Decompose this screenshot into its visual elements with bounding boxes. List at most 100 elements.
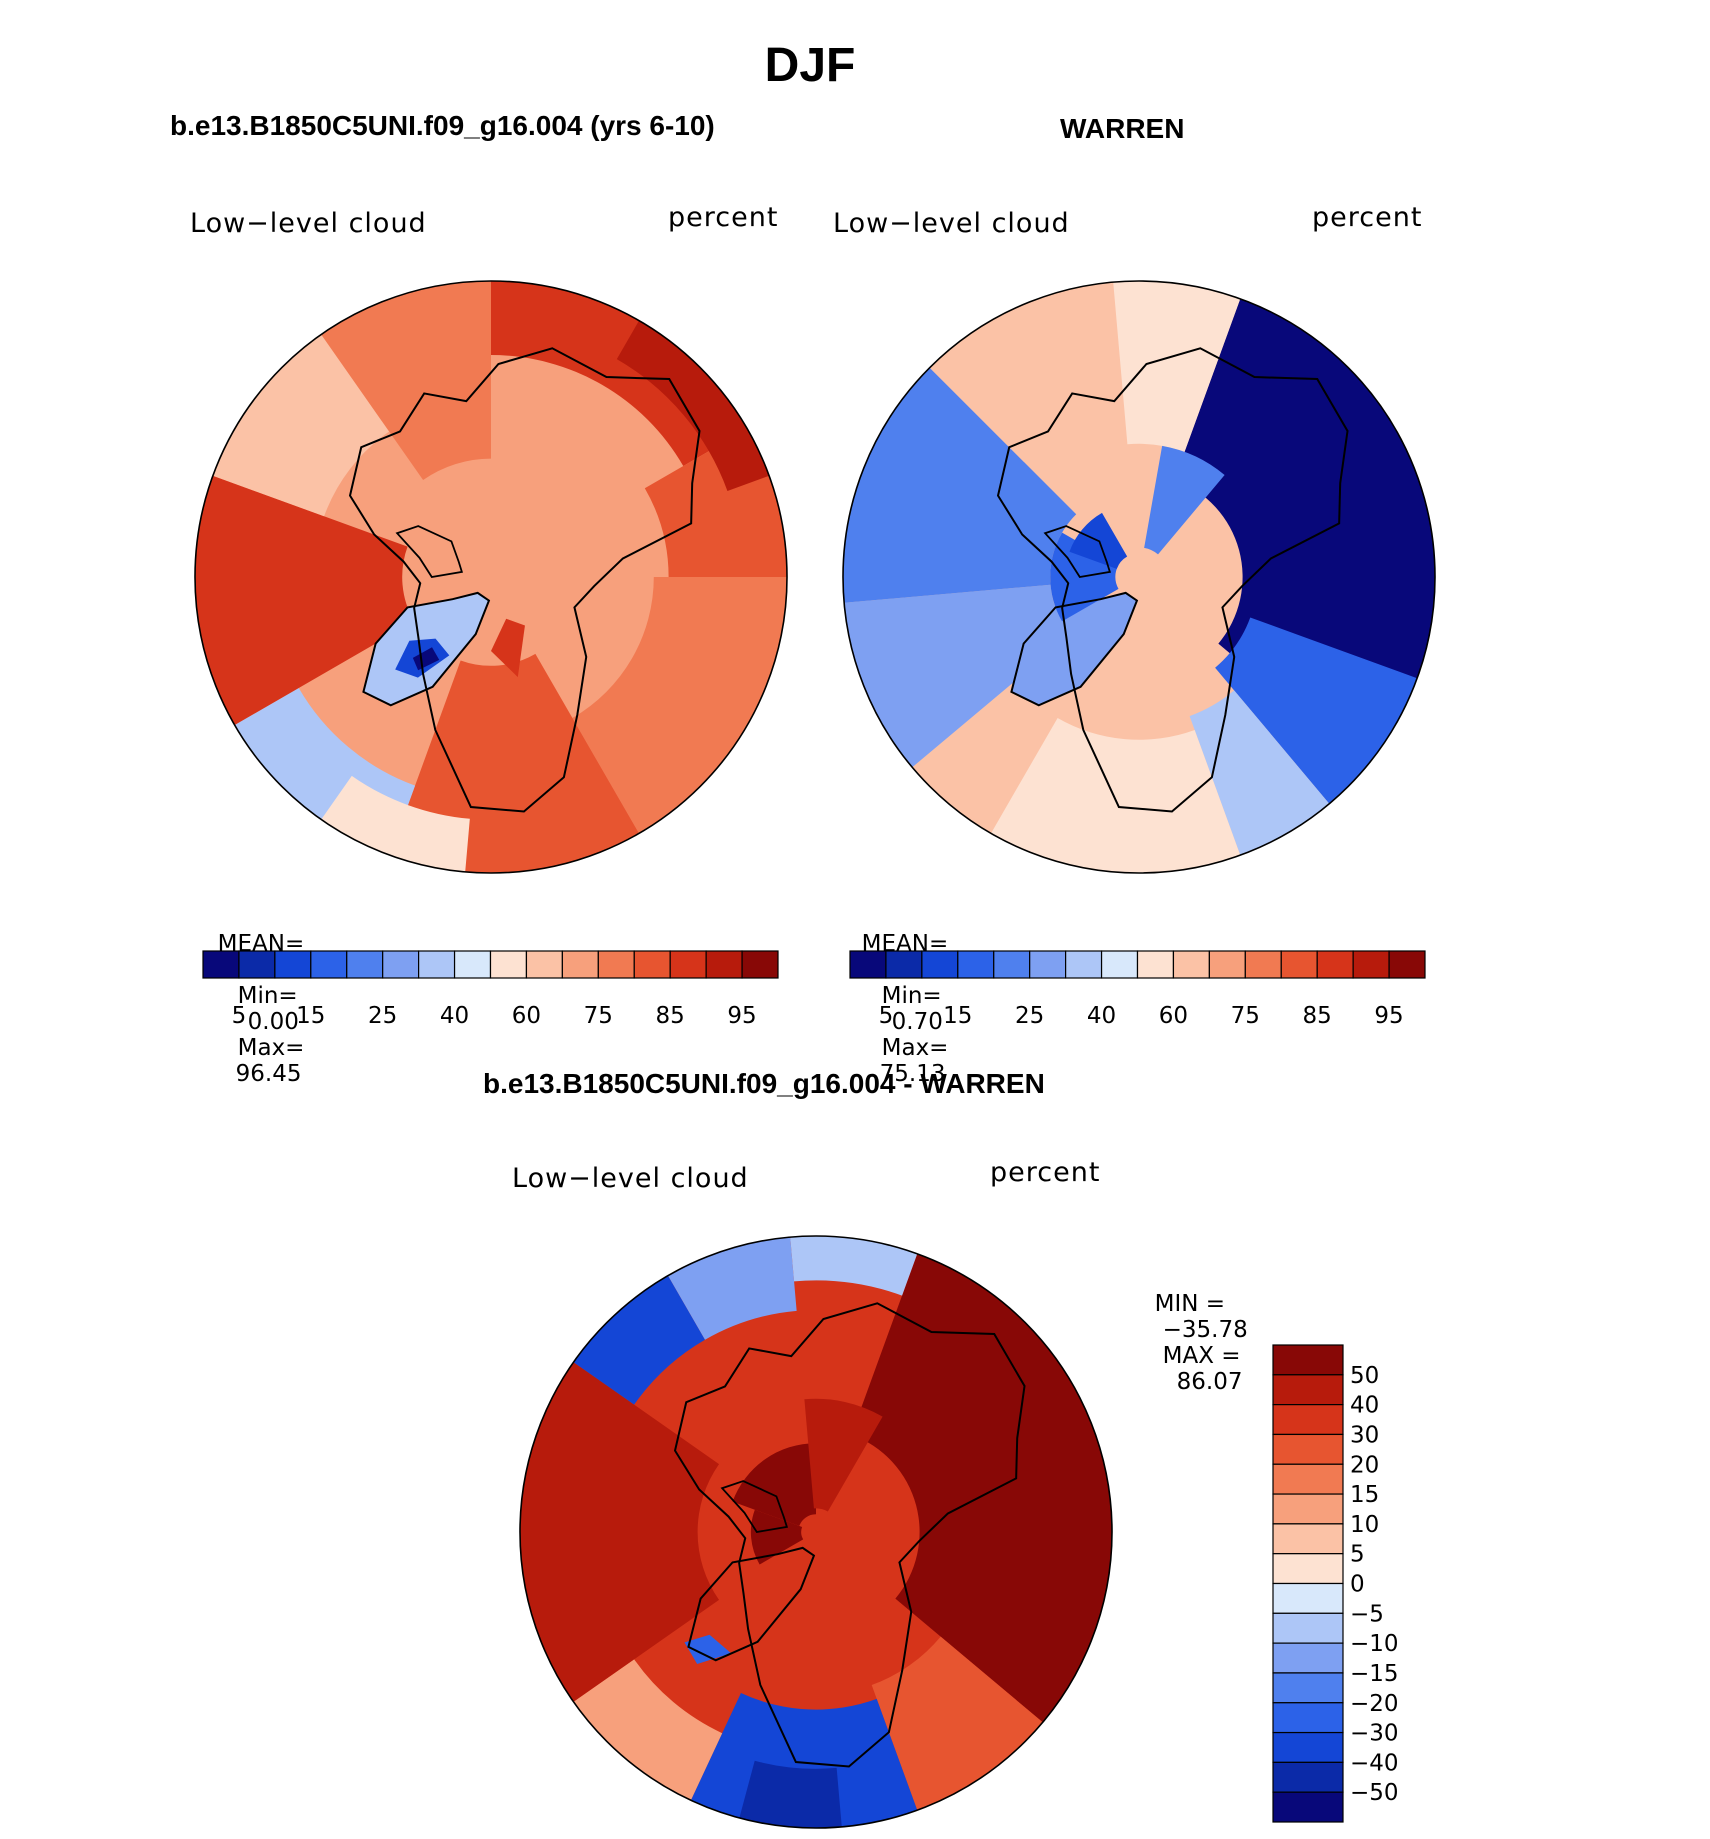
colorbar-swatch — [1272, 1761, 1344, 1793]
colorbar-tick-label: −50 — [1350, 1780, 1399, 1806]
colorbar-tick-label: 25 — [368, 1003, 397, 1029]
colorbar-0: 5 15 25 40 60 75 85 95 — [202, 950, 779, 1029]
diff-min-value: −35.78 — [1162, 1317, 1248, 1343]
map-field-region — [851, 1253, 1112, 1723]
coastline-greenland — [1010, 591, 1139, 707]
map-field-region — [684, 1634, 732, 1664]
model-panel-heading: b.e13.B1850C5UNI.f09_g16.004 (yrs 6-10) — [170, 110, 715, 141]
colorbar-swatch — [382, 950, 420, 979]
map-field-region — [790, 1236, 918, 1296]
map-field-region — [1113, 281, 1241, 452]
colorbar-swatch — [1272, 1642, 1344, 1674]
colorbar-tick-label: 20 — [1350, 1452, 1379, 1478]
colorbar-tick-label: 40 — [1087, 1003, 1116, 1029]
coastline — [673, 1302, 1026, 1768]
colorbar-swatch — [1272, 1404, 1344, 1436]
coastline — [996, 347, 1349, 813]
colorbar-swatch — [1316, 950, 1354, 979]
map-field-region — [750, 1509, 804, 1565]
colorbar-swatch — [957, 950, 995, 979]
model-field-label: Low−level cloud — [190, 208, 427, 239]
map-panel-1 — [842, 280, 1436, 874]
colorbar-tick-label: 85 — [656, 1003, 685, 1029]
colorbar-swatch — [1244, 950, 1282, 979]
diff-max-label: MAX = — [1162, 1343, 1241, 1369]
colorbar-swatch — [1272, 1374, 1344, 1406]
colorbar-tick-label: −15 — [1350, 1661, 1399, 1687]
colorbar-swatch — [1280, 950, 1318, 979]
map-field-region — [491, 281, 748, 466]
map-field-region — [520, 1362, 720, 1702]
map-field-region — [929, 282, 1125, 462]
colorbar-swatch — [633, 950, 671, 979]
coastline-islands — [720, 1480, 789, 1533]
colorbar-swatch — [1136, 950, 1175, 979]
colorbar-swatch — [1272, 1702, 1344, 1734]
map-field-region — [668, 1237, 797, 1340]
colorbar-swatch — [1272, 1731, 1344, 1763]
map-field-region — [739, 1760, 842, 1828]
colorbar-swatch — [525, 950, 563, 979]
colorbar-1: 5 15 25 40 60 75 85 95 — [849, 950, 1426, 1029]
obs-field-label: Low−level cloud — [833, 208, 1070, 239]
colorbar-tick-label: −20 — [1350, 1691, 1399, 1717]
colorbar-swatch — [705, 950, 743, 979]
colorbar-tick-label: 15 — [1350, 1482, 1379, 1508]
model-min-value: 0.00 — [247, 1009, 299, 1035]
map-field-region — [1189, 690, 1330, 856]
colorbar-swatch — [597, 950, 635, 979]
obs-min-label: Min= — [881, 983, 942, 1009]
map-field-region — [1215, 617, 1418, 804]
map-field-region — [573, 1275, 705, 1405]
coastline-greenland — [362, 591, 491, 707]
map-field-region — [573, 1659, 723, 1801]
colorbar-swatch — [1272, 1582, 1344, 1614]
colorbar-swatch — [669, 950, 707, 979]
coastline — [348, 347, 701, 813]
colorbar-swatch — [561, 950, 599, 979]
colorbar-tick-label: 5 — [1350, 1542, 1365, 1568]
colorbar-swatch — [1029, 950, 1067, 979]
colorbar-swatch — [453, 950, 492, 979]
obs-max-value: 75.13 — [879, 1061, 946, 1087]
colorbar-swatch — [1272, 1433, 1344, 1465]
colorbar-tick-label: 40 — [440, 1003, 469, 1029]
map-field-region — [844, 584, 1071, 768]
colorbar-swatch — [1100, 950, 1139, 979]
colorbar-tick-label: 60 — [1159, 1003, 1188, 1029]
colorbar-tick-label: 75 — [1231, 1003, 1260, 1029]
colorbar-tick-label: 15 — [943, 1003, 972, 1029]
map-field-region — [491, 618, 525, 678]
colorbar-swatch — [849, 950, 887, 979]
map-field-region — [412, 647, 440, 671]
map-field-region — [732, 1443, 816, 1526]
obs-min-value: 0.70 — [891, 1009, 943, 1035]
model-max-label: Max= — [237, 1035, 305, 1061]
colorbar-tick-label: 40 — [1350, 1393, 1379, 1419]
map-field-region — [212, 334, 390, 517]
obs-units-label: percent — [1312, 202, 1423, 233]
colorbar-tick-label: 30 — [1350, 1422, 1379, 1448]
colorbar-tick-label: 95 — [727, 1003, 756, 1029]
map-panel-0 — [194, 280, 788, 874]
map-field-region — [871, 1636, 1043, 1811]
colorbar-swatch — [346, 950, 384, 979]
coastline-islands — [1043, 525, 1112, 578]
map-field-region — [321, 775, 470, 872]
map-field-region — [804, 1398, 883, 1512]
colorbar-swatch — [418, 950, 456, 979]
map-field-region — [616, 320, 770, 491]
colorbar-tick-label: 25 — [1015, 1003, 1044, 1029]
colorbar-tick-label: −10 — [1350, 1631, 1399, 1657]
colorbar-swatch — [1272, 1463, 1344, 1495]
colorbar-tick-label: 95 — [1374, 1003, 1403, 1029]
diff-units-label: percent — [990, 1157, 1101, 1188]
model-min-label: Min= — [237, 983, 298, 1009]
colorbar-swatch — [1208, 950, 1246, 979]
diff-max-value: 86.07 — [1176, 1369, 1243, 1395]
colorbar-tick-label: 75 — [584, 1003, 613, 1029]
model-units-label: percent — [668, 202, 779, 233]
colorbar-tick-label: 5 — [879, 1003, 894, 1029]
